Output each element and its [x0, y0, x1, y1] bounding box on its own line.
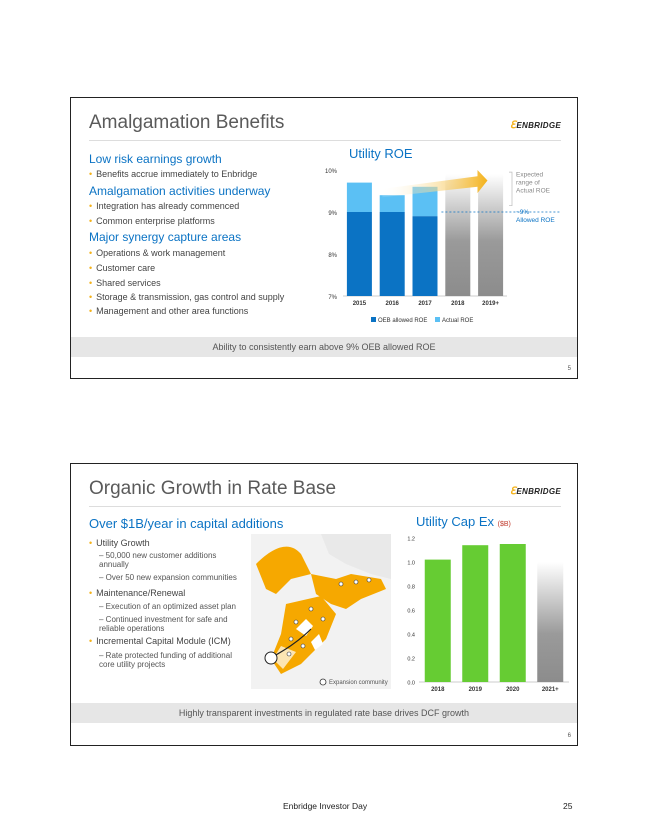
bar-expected-range	[478, 174, 504, 296]
bullet: • Utility Growth	[89, 538, 150, 548]
legend-label-oeb: OEB allowed ROE	[378, 318, 427, 324]
bar-oeb-allowed-roe	[379, 212, 405, 296]
bullet: • Shared services	[89, 278, 161, 288]
bullet: • Integration has already commenced	[89, 201, 240, 211]
capex-chart: 0.0 0.2 0.4 0.6 0.8 1.0 1.2 2018 2019 2020 2021+	[407, 537, 569, 693]
section-header: Low risk earnings growth	[89, 152, 222, 166]
banner: Highly transparent investments in regula…	[71, 703, 577, 723]
y-tick-label: 0.8	[407, 585, 415, 591]
x-tick-label: 2018	[431, 687, 445, 693]
trend-arrow	[382, 170, 488, 198]
slide-title: Amalgamation Benefits	[89, 112, 285, 133]
slide-title: Organic Growth in Rate Base	[89, 478, 337, 499]
x-tick-label: 2020	[506, 687, 520, 693]
y-tick-label: 0.4	[407, 633, 415, 639]
bar-capex	[424, 559, 451, 682]
y-tick-label: 0.0	[407, 681, 415, 687]
bar-actual-roe	[379, 195, 405, 212]
bullet: • Storage & transmission, gas control and…	[89, 292, 285, 302]
bar-oeb-allowed-roe	[412, 216, 438, 296]
title-divider	[89, 506, 561, 507]
bar-expected-range	[445, 174, 471, 296]
roe-chart: 7% 8% 9% 10% 2015 2016 2017 2018 2019+ Expected ra…	[325, 169, 561, 324]
footer-text: Enbridge Investor Day	[283, 801, 368, 811]
x-tick-label: 2015	[353, 301, 367, 307]
allowed-annotation: ~9% Allowed ROE	[516, 209, 555, 224]
section-header: Amalgamation activities underway	[89, 184, 271, 198]
bullet: • Incremental Capital Module (ICM)	[89, 636, 231, 646]
sub-bullet: – Rate protected funding of additional c…	[99, 651, 232, 669]
chart-title-capex: Utility Cap Ex ($B)	[416, 514, 511, 529]
y-tick-label: 0.2	[407, 657, 415, 663]
x-tick-label: 2019+	[482, 301, 499, 307]
sub-bullet: – 50,000 new customer additions annually	[99, 551, 217, 569]
enbridge-logo-icon: ℇ	[509, 120, 517, 131]
legend-swatch-actual	[435, 317, 440, 322]
bullet: • Maintenance/Renewal	[89, 588, 186, 598]
x-tick-label: 2016	[386, 301, 400, 307]
section-header: Over $1B/year in capital additions	[89, 516, 284, 531]
banner: Ability to consistently earn above 9% OE…	[71, 337, 577, 357]
sub-bullet: – Execution of an optimized asset plan	[99, 602, 236, 611]
chart-title-roe: Utility ROE	[349, 146, 413, 161]
title-divider	[89, 140, 561, 141]
y-tick-label: 0.6	[407, 609, 415, 615]
bar-capex-projection	[537, 562, 564, 682]
x-tick-label: 2019	[469, 687, 483, 693]
legend-swatch-oeb	[371, 317, 376, 322]
y-tick-label: 1.0	[407, 561, 415, 567]
range-annotation: Expected range of Actual ROE	[516, 171, 551, 194]
page-number: 5	[567, 366, 571, 372]
slide-organic-growth: Organic Growth in Rate Base ℇENBRIDGE Ov…	[70, 463, 578, 746]
enbridge-logo: ℇENBRIDGE	[509, 120, 561, 131]
sub-bullet: – Over 50 new expansion communities	[99, 573, 237, 582]
page-number: 6	[567, 733, 571, 739]
sub-bullet: – Continued investment for safe and reli…	[99, 615, 228, 633]
y-tick-label: 10%	[325, 169, 338, 175]
x-tick-label: 2021+	[542, 687, 559, 693]
bar-capex	[499, 544, 526, 682]
map-legend: Expansion community	[329, 680, 388, 686]
ontario-map: Expansion community	[251, 534, 391, 689]
bullet: • Management and other area functions	[89, 306, 249, 316]
x-tick-label: 2018	[451, 301, 465, 307]
section-header: Major synergy capture areas	[89, 230, 242, 244]
legend-label-actual: Actual ROE	[442, 318, 473, 324]
footer-page-number: 25	[563, 801, 573, 811]
enbridge-logo: ℇENBRIDGE	[509, 486, 561, 497]
y-tick-label: 1.2	[407, 537, 415, 543]
bullet: • Customer care	[89, 263, 156, 273]
enbridge-logo-icon: ℇ	[509, 486, 517, 497]
y-tick-label: 8%	[328, 253, 337, 259]
bar-actual-roe	[346, 182, 372, 212]
x-tick-label: 2017	[418, 301, 432, 307]
bullet: • Benefits accrue immediately to Enbridge	[89, 169, 258, 179]
range-bracket	[509, 171, 513, 207]
bar-oeb-allowed-roe	[346, 212, 372, 296]
bullet: • Common enterprise platforms	[89, 216, 215, 226]
bar-capex	[462, 545, 489, 682]
y-tick-label: 9%	[328, 211, 337, 217]
bullet: • Operations & work management	[89, 248, 226, 258]
y-tick-label: 7%	[328, 295, 337, 301]
slide-amalgamation-benefits: Amalgamation Benefits ℇENBRIDGE Low risk…	[70, 97, 578, 379]
